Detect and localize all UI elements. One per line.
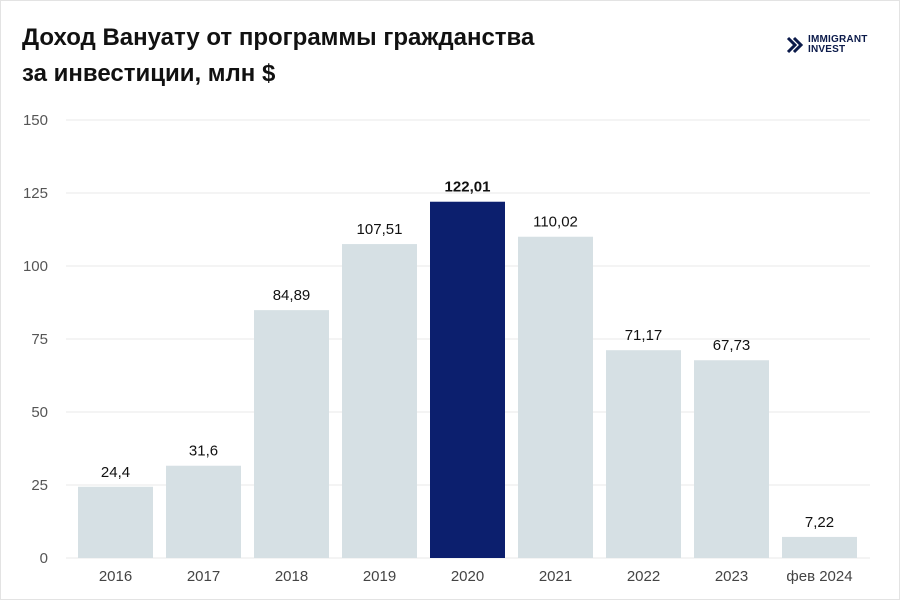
chart-title-line1: Доход Вануату от программы гражданства	[22, 24, 535, 51]
chart-title: Доход Вануату от программы гражданства з…	[22, 20, 642, 92]
logo-line2: INVEST	[808, 44, 846, 55]
x-tick-label: 2016	[99, 568, 132, 585]
chevron-logo-icon	[786, 36, 804, 54]
x-tick-label: 2022	[627, 568, 660, 585]
y-tick-label: 50	[31, 404, 48, 421]
bar	[254, 310, 329, 558]
data-label: 7,22	[805, 514, 834, 531]
bar	[782, 536, 857, 558]
data-label: 122,01	[445, 179, 491, 196]
data-label: 67,73	[713, 337, 751, 354]
bar	[518, 236, 593, 559]
data-label: 31,6	[189, 443, 218, 460]
x-tick-label: фев 2024	[786, 568, 852, 585]
y-tick-label: 100	[23, 258, 48, 275]
data-label: 110,02	[533, 214, 578, 231]
data-label: 107,51	[357, 221, 403, 238]
brand-logo: IMMIGRANT INVEST	[786, 33, 886, 57]
x-tick-label: 2023	[715, 568, 748, 585]
bar	[606, 350, 681, 558]
bar	[78, 486, 153, 558]
logo-text: IMMIGRANT INVEST	[808, 35, 868, 55]
x-tick-label: 2021	[539, 568, 572, 585]
logo-line1: IMMIGRANT	[808, 34, 868, 45]
x-tick-label: 2017	[187, 568, 220, 585]
bar	[166, 465, 241, 558]
x-tick-label: 2019	[363, 568, 396, 585]
data-label: 71,17	[625, 327, 663, 344]
y-tick-label: 150	[23, 112, 48, 129]
chart-title-line2: за инвестиции, млн $	[22, 60, 276, 87]
y-tick-label: 0	[40, 550, 48, 567]
x-tick-label: 2020	[451, 568, 484, 585]
bar	[342, 244, 417, 558]
data-label: 84,89	[273, 287, 311, 304]
bar-highlight	[430, 201, 505, 558]
y-tick-label: 125	[23, 185, 48, 202]
y-tick-label: 75	[31, 331, 48, 348]
x-tick-label: 2018	[275, 568, 308, 585]
bar	[694, 360, 769, 558]
y-tick-label: 25	[31, 477, 48, 494]
data-label: 24,4	[101, 464, 130, 481]
